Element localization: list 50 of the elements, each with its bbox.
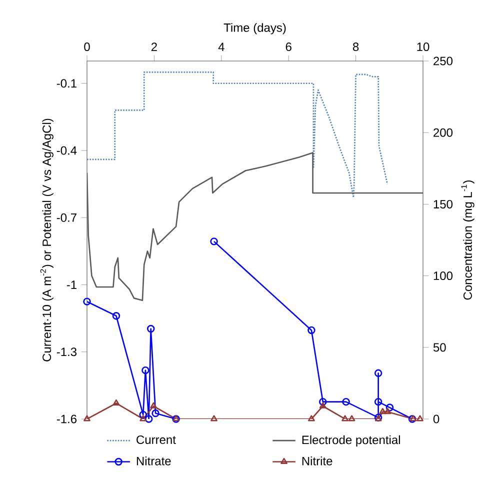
point <box>112 312 120 320</box>
y-tick-label: -0.7 <box>56 213 76 222</box>
point <box>144 415 153 423</box>
y2-tick-label: 0 <box>433 414 440 424</box>
x-axis-title: Time (days) <box>224 23 286 34</box>
point <box>386 404 394 412</box>
y-tick-label: -0.1 <box>56 79 76 88</box>
legend-label: Electrode potential <box>302 435 400 447</box>
point <box>308 326 316 334</box>
legend-label: Nitrite <box>302 456 332 466</box>
y-tick-label: -1.3 <box>56 348 77 356</box>
point <box>140 415 147 422</box>
line-series <box>87 152 423 302</box>
y-tick-label: -0.4 <box>56 146 77 155</box>
y2-tick-label: 100 <box>434 272 453 280</box>
y2-tick-label: 50 <box>433 343 446 352</box>
line-series <box>87 72 388 198</box>
y2-tick-label: 150 <box>434 200 453 208</box>
point <box>139 410 147 419</box>
legend-label: Current <box>136 435 176 444</box>
y-axis-title: Current·10 (A m$^{-2}$) or Potential (V vs Ag/AgCl) <box>40 118 54 362</box>
point <box>146 324 155 333</box>
point <box>348 415 356 422</box>
point <box>210 238 218 246</box>
point <box>112 399 120 406</box>
point <box>374 369 382 378</box>
y2-tick-label: 200 <box>434 128 453 137</box>
x-tick-label: 0 <box>84 42 90 52</box>
x-tick-label: 8 <box>352 42 359 52</box>
x-tick-label: 6 <box>286 42 292 52</box>
legend-label: Nitrate <box>136 456 171 466</box>
point <box>342 415 348 422</box>
point <box>319 398 327 406</box>
point <box>384 408 392 414</box>
y2-axis-title: Concentration (mg L$^{-1}$) <box>461 180 474 300</box>
y-tick-label: -1.6 <box>56 414 77 424</box>
point <box>152 409 160 418</box>
y2-tick-label: 250 <box>434 56 453 66</box>
point <box>319 402 326 408</box>
point <box>379 408 386 414</box>
point <box>150 402 157 408</box>
point <box>308 415 315 422</box>
x-tick-label: 4 <box>218 42 224 52</box>
y-tick-label: -1 <box>66 280 76 289</box>
point <box>342 398 350 406</box>
point <box>142 366 150 374</box>
point <box>374 398 382 406</box>
x-tick-label: 10 <box>417 42 430 52</box>
point <box>210 415 218 422</box>
x-tick-label: 2 <box>151 42 157 52</box>
